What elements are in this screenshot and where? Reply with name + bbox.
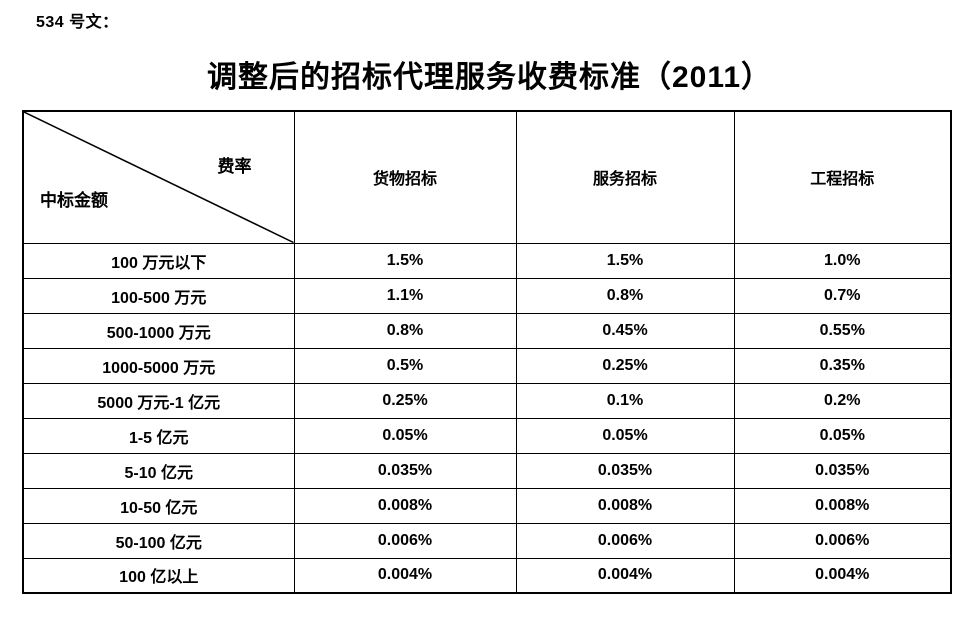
table-row: 1000-5000 万元 0.5% 0.25% 0.35% bbox=[22, 347, 952, 384]
page-title: 调整后的招标代理服务收费标准（2011） bbox=[206, 61, 773, 94]
fee-rate-table: 费率 中标金额 货物招标 服务招标 工程招标 100 万元以下 1.5% 1.5… bbox=[22, 110, 952, 594]
row-label: 10-50 亿元 bbox=[22, 487, 295, 524]
rate-cell: 0.008% bbox=[293, 487, 517, 524]
table-row: 100 万元以下 1.5% 1.5% 1.0% bbox=[22, 242, 952, 279]
table-row: 1-5 亿元 0.05% 0.05% 0.05% bbox=[22, 417, 952, 454]
rate-cell: 0.8% bbox=[293, 312, 517, 349]
corner-label-rate: 费率 bbox=[217, 157, 252, 176]
rate-cell: 0.55% bbox=[733, 312, 952, 349]
rate-cell: 0.05% bbox=[733, 417, 952, 454]
table-row: 5-10 亿元 0.035% 0.035% 0.035% bbox=[22, 452, 952, 489]
rate-cell: 0.8% bbox=[515, 277, 735, 314]
row-label: 100 亿以上 bbox=[22, 557, 295, 594]
diagonal-divider-line bbox=[24, 112, 294, 243]
table-row: 10-50 亿元 0.008% 0.008% 0.008% bbox=[22, 487, 952, 524]
rate-cell: 0.45% bbox=[515, 312, 735, 349]
rate-cell: 0.006% bbox=[733, 522, 952, 559]
rate-cell: 0.35% bbox=[733, 347, 952, 384]
rate-cell: 0.004% bbox=[293, 557, 517, 594]
rate-cell: 0.008% bbox=[515, 487, 735, 524]
rate-cell: 1.5% bbox=[293, 242, 517, 279]
rate-cell: 0.035% bbox=[293, 452, 517, 489]
rate-cell: 0.004% bbox=[733, 557, 952, 594]
table-header-row: 费率 中标金额 货物招标 服务招标 工程招标 bbox=[22, 110, 952, 244]
rate-cell: 0.1% bbox=[515, 382, 735, 419]
rate-cell: 0.006% bbox=[293, 522, 517, 559]
rate-cell: 1.0% bbox=[733, 242, 952, 279]
rate-cell: 1.5% bbox=[515, 242, 735, 279]
table-row: 50-100 亿元 0.006% 0.006% 0.006% bbox=[22, 522, 952, 559]
rate-cell: 0.25% bbox=[293, 382, 517, 419]
column-header-services: 服务招标 bbox=[515, 110, 735, 244]
row-label: 1000-5000 万元 bbox=[22, 347, 295, 384]
rate-cell: 0.7% bbox=[733, 277, 952, 314]
table-row: 500-1000 万元 0.8% 0.45% 0.55% bbox=[22, 312, 952, 349]
rate-cell: 0.004% bbox=[515, 557, 735, 594]
table-row: 100 亿以上 0.004% 0.004% 0.004% bbox=[22, 557, 952, 594]
rate-cell: 0.05% bbox=[293, 417, 517, 454]
rate-cell: 0.5% bbox=[293, 347, 517, 384]
rate-cell: 0.006% bbox=[515, 522, 735, 559]
rate-cell: 0.035% bbox=[733, 452, 952, 489]
row-label: 50-100 亿元 bbox=[22, 522, 295, 559]
row-label: 500-1000 万元 bbox=[22, 312, 295, 349]
corner-label-amount: 中标金额 bbox=[40, 190, 108, 210]
table-row: 5000 万元-1 亿元 0.25% 0.1% 0.2% bbox=[22, 382, 952, 419]
diagonal-corner-cell: 费率 中标金额 bbox=[22, 110, 295, 244]
rate-cell: 0.05% bbox=[515, 417, 735, 454]
rate-cell: 0.008% bbox=[733, 487, 952, 524]
rate-cell: 1.1% bbox=[293, 277, 517, 314]
rate-cell: 0.25% bbox=[515, 347, 735, 384]
row-label: 5000 万元-1 亿元 bbox=[22, 382, 295, 419]
rate-cell: 0.035% bbox=[515, 452, 735, 489]
table-row: 100-500 万元 1.1% 0.8% 0.7% bbox=[22, 277, 952, 314]
row-label: 5-10 亿元 bbox=[22, 452, 295, 489]
document-ref-label: 534 号文： bbox=[36, 14, 119, 31]
column-header-engineering: 工程招标 bbox=[733, 110, 952, 244]
row-label: 1-5 亿元 bbox=[22, 417, 295, 454]
rate-cell: 0.2% bbox=[733, 382, 952, 419]
row-label: 100-500 万元 bbox=[22, 277, 295, 314]
column-header-goods: 货物招标 bbox=[293, 110, 517, 244]
row-label: 100 万元以下 bbox=[22, 242, 295, 279]
